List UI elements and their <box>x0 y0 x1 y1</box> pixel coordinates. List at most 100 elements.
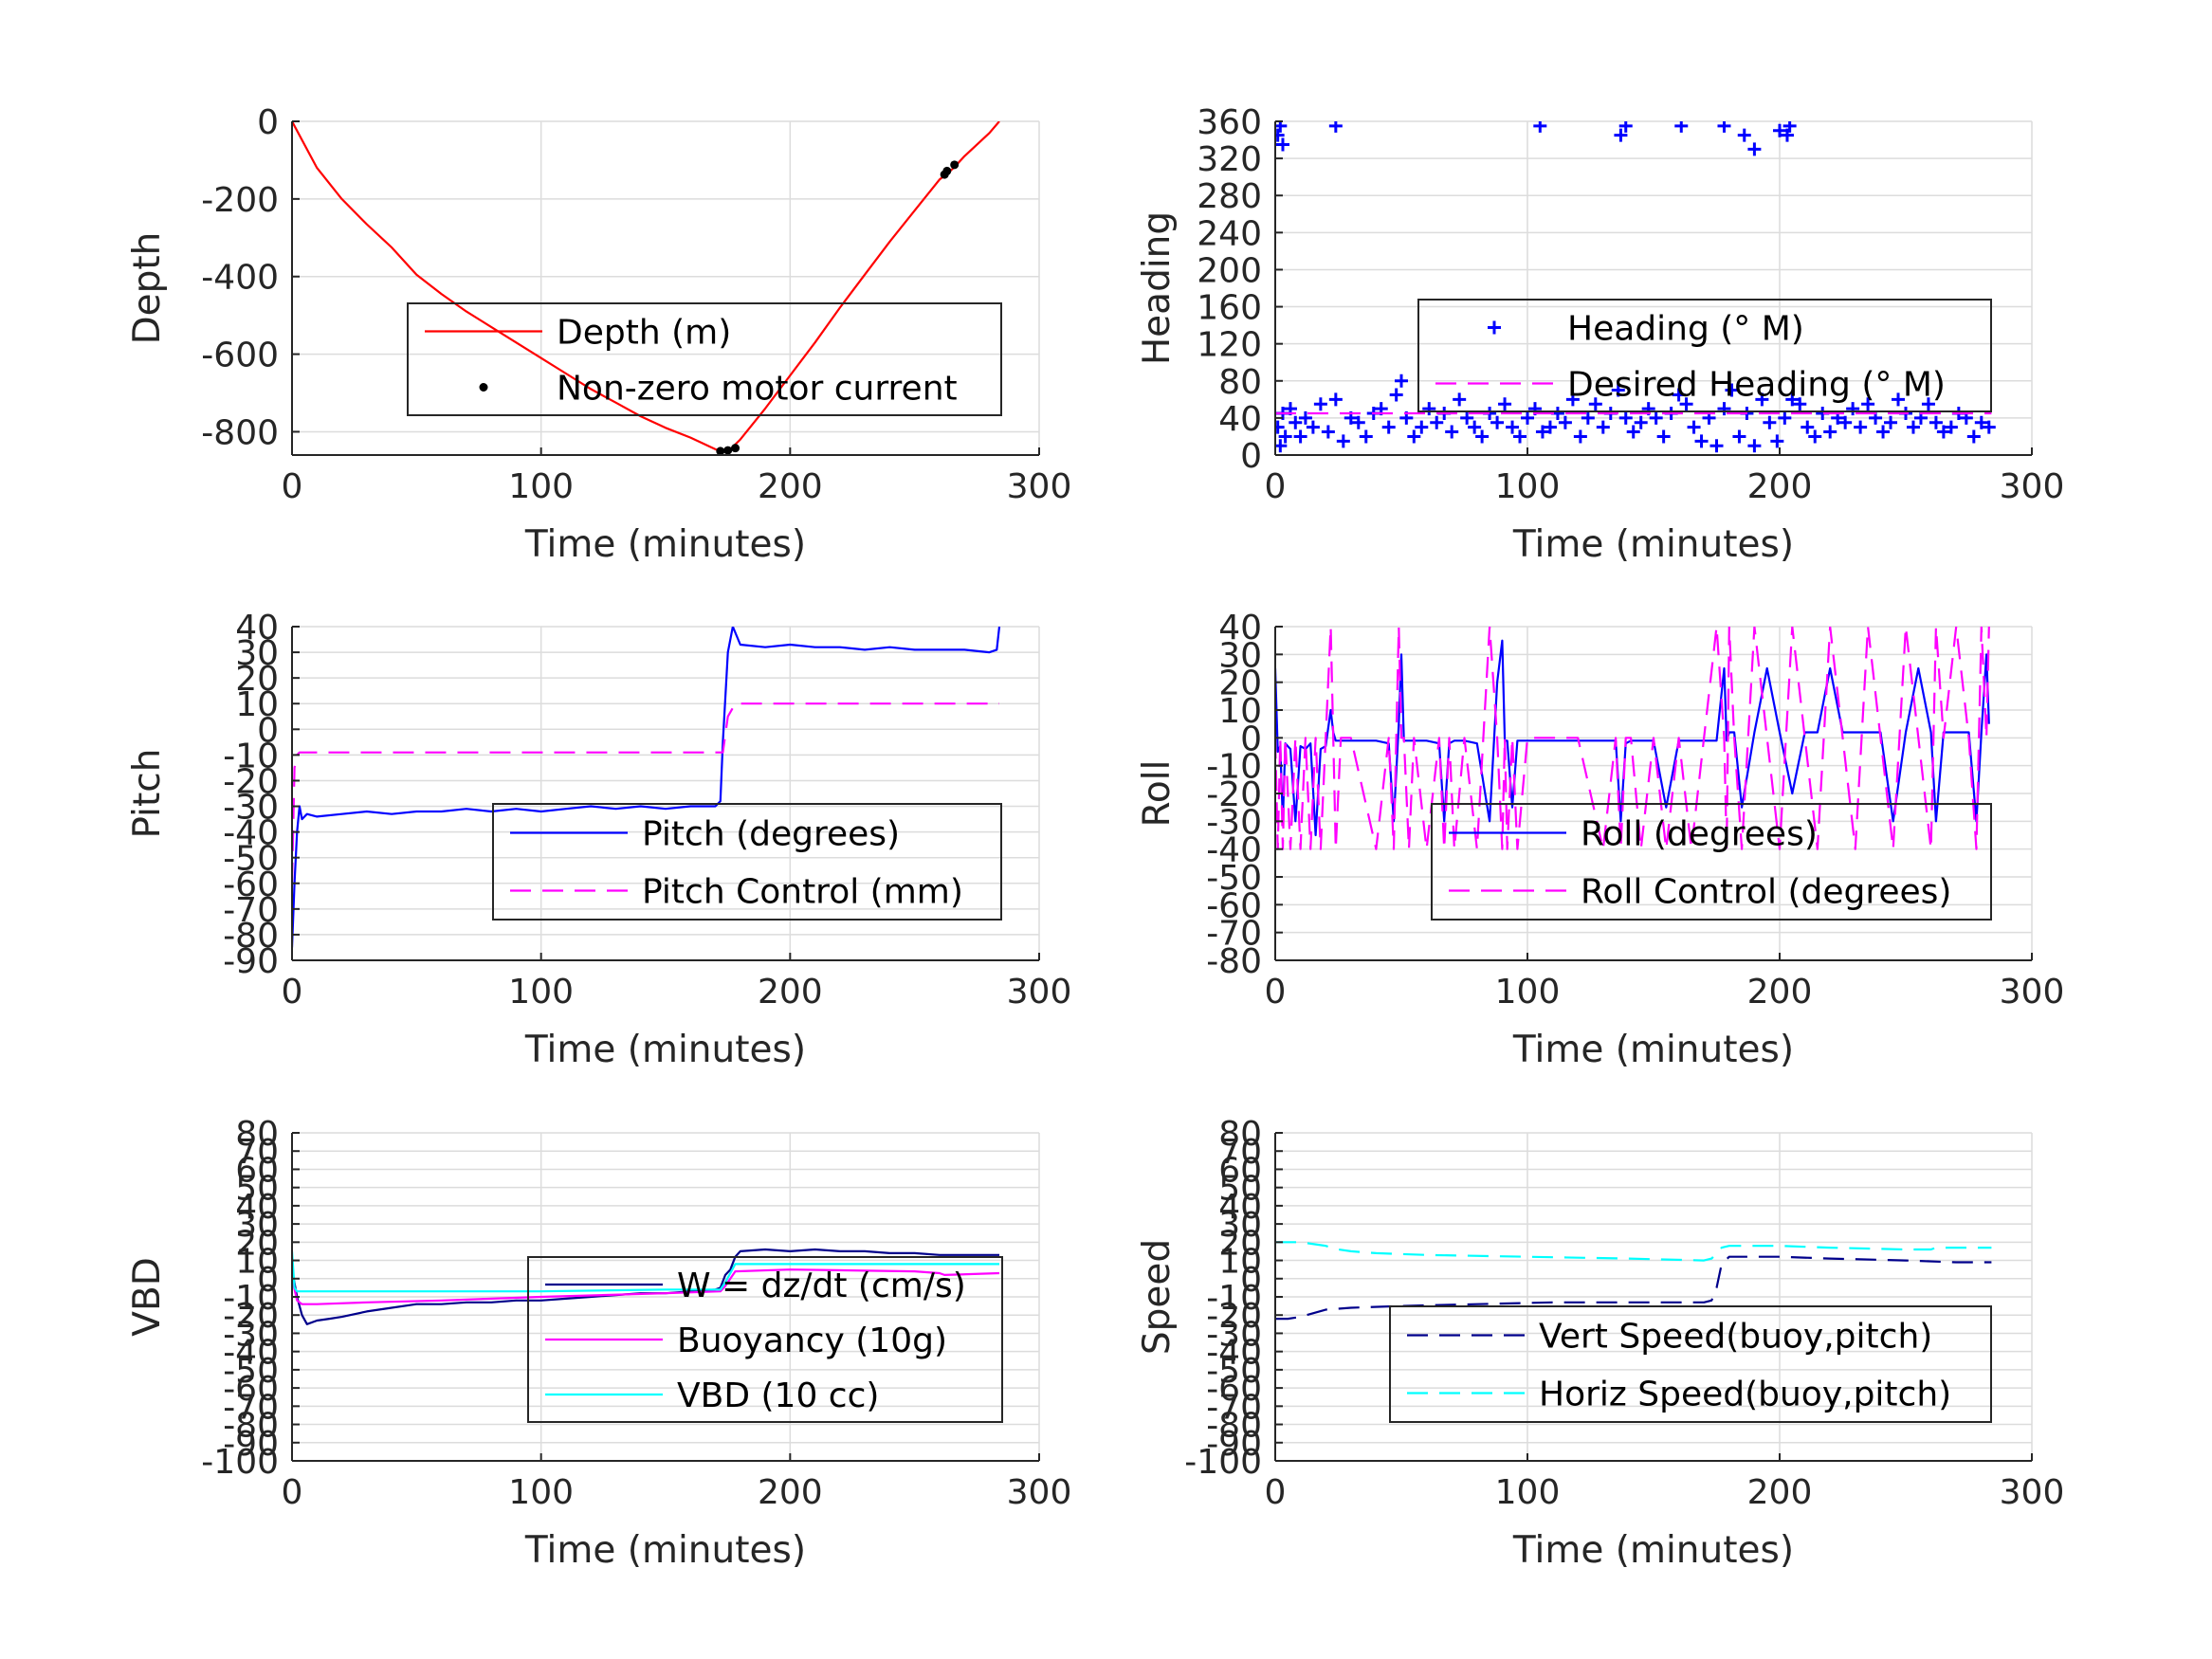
chart-2: 0 100 200 30004080120160200240280320360Time… <box>1136 103 2064 566</box>
y-tick-label: 0 <box>1240 1261 1262 1300</box>
y-tick-label: 20 <box>1218 1224 1262 1263</box>
series-1-point <box>1535 425 1549 439</box>
y-tick-label: 320 <box>1197 140 1262 179</box>
legend-label: Horiz Speed(buoy,pitch) <box>1539 1376 1951 1414</box>
y-tick-label: 10 <box>1218 1243 1262 1282</box>
series-1-point <box>1506 420 1520 434</box>
legend-label: Depth (m) <box>557 314 731 353</box>
y-tick-label: -70 <box>223 891 279 930</box>
y-tick-label: -40 <box>1206 831 1262 870</box>
y-tick-label: -90 <box>223 1425 279 1464</box>
series-1-point <box>1649 410 1663 425</box>
y-tick-label: -60 <box>1206 886 1262 925</box>
series-1-point <box>1974 415 1988 429</box>
y-tick-label: 50 <box>1218 1170 1262 1209</box>
series-1-point <box>1737 128 1751 142</box>
legend: Vert Speed(buoy,pitch) Horiz Speed(buoy,p… <box>1389 1305 1992 1423</box>
legend-label: Heading (° M) <box>1567 310 1804 349</box>
x-axis-label: Time (minutes) <box>1512 523 1794 566</box>
series-3-line <box>292 1250 999 1293</box>
series-1-point <box>1306 420 1320 434</box>
y-tick-label: -40 <box>223 1334 279 1373</box>
y-tick-label: -100 <box>1184 1443 1262 1482</box>
series-1-point <box>1275 420 1285 434</box>
y-tick-label: -20 <box>1206 1297 1262 1336</box>
y-tick-label: 160 <box>1197 289 1262 328</box>
series-1-point <box>1793 397 1807 411</box>
y-tick-label: -600 <box>201 337 279 375</box>
y-tick-label: 30 <box>235 634 279 673</box>
x-tick-label: 300 <box>1007 1473 1072 1512</box>
series-1-point <box>1389 388 1403 402</box>
y-tick-label: -70 <box>1206 1388 1262 1427</box>
y-tick-label: -80 <box>223 1407 279 1446</box>
series-1-point <box>1278 429 1292 444</box>
legend: Depth (m) Non-zero motor current <box>407 302 1002 416</box>
series-1-point <box>1614 128 1628 142</box>
data-layer <box>292 627 1001 948</box>
x-axis-label: Time (minutes) <box>524 1029 806 1071</box>
y-tick-label: -10 <box>223 737 279 775</box>
y-axis-label: Speed <box>1136 1239 1179 1355</box>
y-tick-label: -20 <box>223 1297 279 1336</box>
chart-5: 0 100 200 30080706050403020100-10-20-30-40-… <box>126 1115 1071 1572</box>
plot-area <box>292 627 1039 960</box>
series-1-point <box>1359 429 1373 444</box>
x-tick-label: 300 <box>2000 1473 2065 1512</box>
series-1-point <box>1351 415 1365 429</box>
legend-marker <box>479 383 488 392</box>
y-tick-label: -10 <box>1206 1279 1262 1318</box>
series-1-line <box>292 627 1001 948</box>
y-tick-label: -50 <box>1206 859 1262 898</box>
chart-4: 0 100 200 300403020100-10-20-30-40-50-60-70… <box>1136 609 2064 1071</box>
legend-box <box>407 302 1002 416</box>
y-tick-label: 120 <box>1197 326 1262 365</box>
legend-label: Pitch Control (mm) <box>642 873 963 912</box>
x-tick-label: 200 <box>1747 973 1813 1012</box>
y-tick-label: 70 <box>235 1133 279 1172</box>
y-tick-label: -60 <box>223 1370 279 1409</box>
legend-box <box>1431 803 1992 921</box>
y-axis-label: Heading <box>1136 211 1179 365</box>
legend-label: W = dz/dt (cm/s) <box>677 1267 966 1305</box>
y-tick-label: 50 <box>235 1170 279 1209</box>
series-1-point <box>1626 425 1640 439</box>
series-1-point <box>1581 410 1595 425</box>
x-tick-label: 200 <box>1747 467 1813 506</box>
x-tick-label: 200 <box>758 973 823 1012</box>
legend-label: Non-zero motor current <box>557 370 958 409</box>
series-1-point <box>1892 392 1906 407</box>
x-tick-label: 0 <box>282 467 303 506</box>
series-1-point <box>1778 410 1792 425</box>
data-layer <box>1275 121 1996 453</box>
x-axis-label: Time (minutes) <box>524 1529 806 1572</box>
y-tick-label: -50 <box>223 1352 279 1391</box>
series-2-point <box>723 446 733 455</box>
y-tick-label: -50 <box>223 840 279 879</box>
series-1-point <box>1321 425 1335 439</box>
y-tick-label: -400 <box>201 259 279 298</box>
y-tick-label: -80 <box>1206 1407 1262 1446</box>
series-1-point <box>1422 402 1436 416</box>
y-tick-label: 80 <box>1218 363 1262 402</box>
series-1-point <box>1679 397 1693 411</box>
series-1-point <box>1687 420 1701 434</box>
x-tick-label: 300 <box>1007 973 1072 1012</box>
y-tick-label: 0 <box>257 1261 279 1300</box>
series-1-point <box>1533 121 1547 133</box>
series-1-point <box>1656 429 1671 444</box>
y-tick-label: 0 <box>257 103 279 142</box>
series-1-point <box>1694 434 1709 448</box>
series-1-point <box>1475 429 1490 444</box>
y-tick-label: 70 <box>1218 1133 1262 1172</box>
y-tick-label: 10 <box>235 685 279 724</box>
y-tick-label: 40 <box>1218 609 1262 647</box>
series-1-point <box>1674 121 1689 133</box>
x-tick-label: 0 <box>1265 973 1287 1012</box>
y-tick-label: 0 <box>1240 720 1262 758</box>
x-axis-label: Time (minutes) <box>1512 1029 1794 1071</box>
legend-box <box>492 803 1002 921</box>
series-2-point <box>716 447 725 455</box>
legend-label: Roll (degrees) <box>1581 815 1818 854</box>
